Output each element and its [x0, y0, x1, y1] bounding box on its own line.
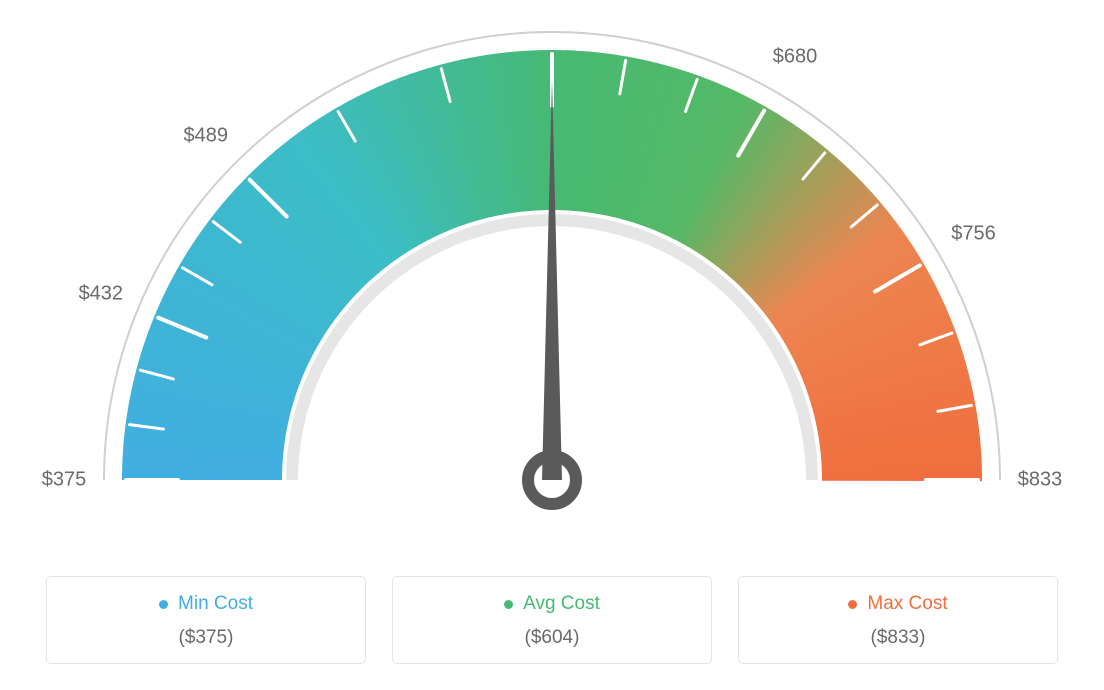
legend-name-min: Min Cost [178, 593, 253, 615]
gauge-tick-label: $432 [79, 283, 124, 306]
legend-dot-min [159, 600, 168, 609]
legend-title-max: Max Cost [848, 593, 947, 615]
legend-dot-max [848, 600, 857, 609]
legend-box-min: Min Cost ($375) [46, 576, 366, 664]
chart-container: $375 $432 $489 $604 $680 $756 $833 Min Cost ($… [0, 0, 1104, 690]
gauge-tick-label: $375 [42, 469, 87, 492]
legend-value-min: ($375) [57, 627, 355, 649]
legend-row: Min Cost ($375) Avg Cost ($604) Max Cost… [0, 576, 1104, 664]
gauge-tick-label: $604 [530, 0, 575, 4]
legend-title-avg: Avg Cost [504, 593, 600, 615]
gauge-tick-label: $833 [1018, 469, 1063, 492]
legend-title-min: Min Cost [159, 593, 253, 615]
legend-box-avg: Avg Cost ($604) [392, 576, 712, 664]
legend-box-max: Max Cost ($833) [738, 576, 1058, 664]
legend-name-max: Max Cost [867, 593, 947, 615]
gauge-tick-label: $756 [951, 223, 996, 246]
legend-value-avg: ($604) [403, 627, 701, 649]
gauge-area: $375 $432 $489 $604 $680 $756 $833 [0, 0, 1104, 560]
gauge-tick-label: $489 [184, 125, 229, 148]
legend-name-avg: Avg Cost [523, 593, 600, 615]
legend-dot-avg [504, 600, 513, 609]
gauge-tick-label: $680 [773, 45, 818, 68]
legend-value-max: ($833) [749, 627, 1047, 649]
gauge-svg [0, 0, 1104, 560]
